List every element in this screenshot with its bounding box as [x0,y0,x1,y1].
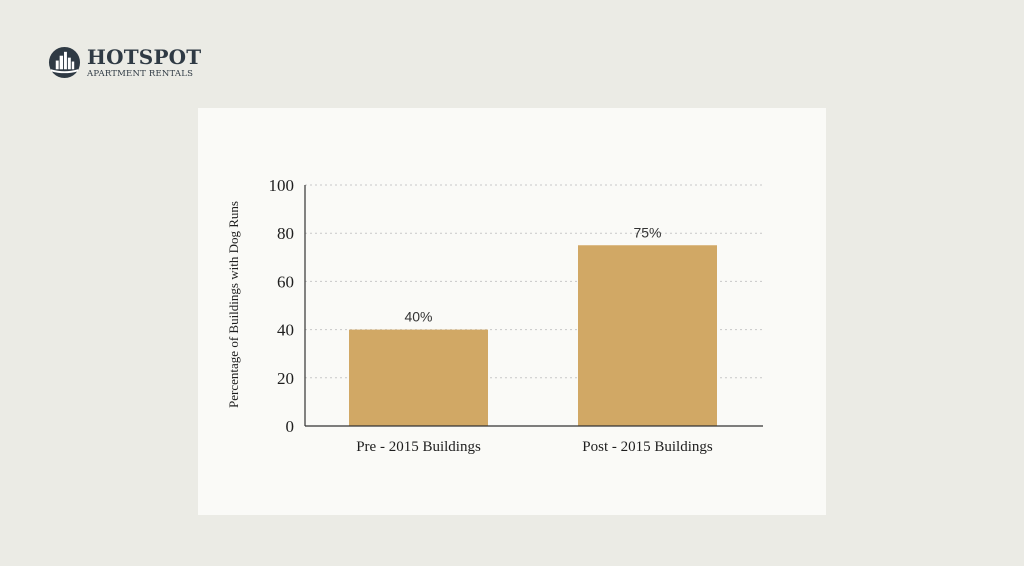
bar [349,329,488,426]
chart-card: 0 20 40 60 80 100 40% Pre - 2015 Buildings 75% Po… [198,108,826,515]
y-tick-label: 40 [277,321,294,340]
bar [578,245,717,426]
bar-chart: 0 20 40 60 80 100 40% Pre - 2015 Buildings 75% Po… [226,176,763,455]
city-skyline-icon [48,46,81,79]
y-tick-label: 60 [277,272,294,291]
data-label: 40% [404,309,432,325]
y-tick-label: 20 [277,369,294,388]
brand-name: HOTSPOT [87,44,202,69]
y-tick-label: 100 [269,176,295,195]
y-tick-label: 80 [277,224,294,243]
data-label: 75% [633,224,661,240]
y-axis-title: Percentage of Buildings with Dog Runs [226,201,241,408]
brand-logo[interactable]: HOTSPOT APARTMENT RENTALS [48,46,201,79]
x-category-label: Pre - 2015 Buildings [356,439,481,455]
x-category-label: Post - 2015 Buildings [582,439,713,455]
brand-tagline: APARTMENT RENTALS [87,68,194,79]
y-tick-label: 0 [286,417,295,436]
